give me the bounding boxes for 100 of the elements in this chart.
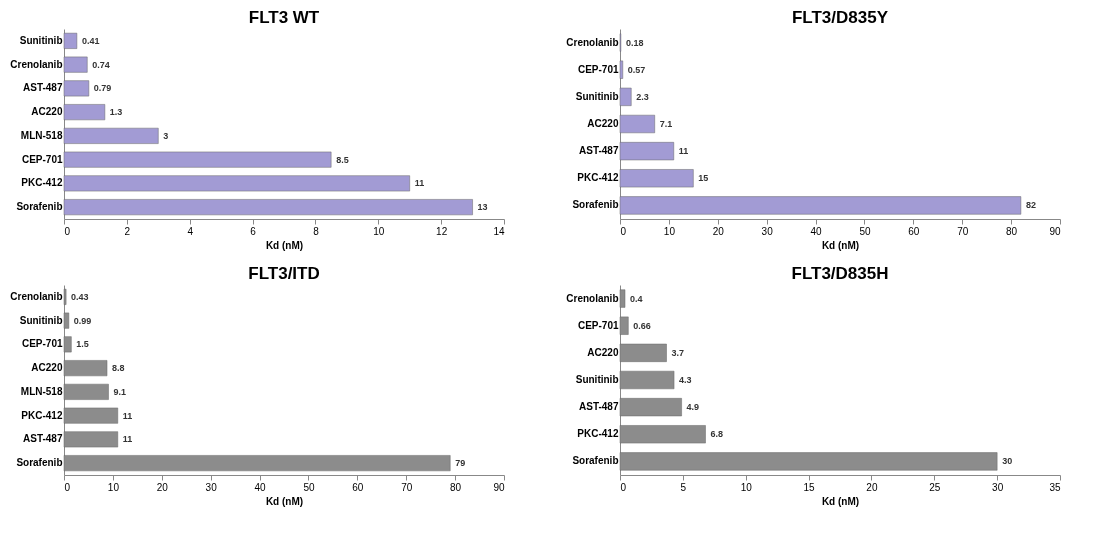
x-tick-label: 60: [352, 481, 364, 493]
chart-title: FLT3 WT: [248, 8, 320, 27]
y-tick-label: Crenolanib: [566, 36, 619, 48]
x-tick-label: 4: [187, 225, 194, 237]
x-tick-label: 25: [929, 481, 941, 493]
x-tick-label: 30: [761, 225, 774, 237]
x-tick-label: 10: [663, 225, 676, 237]
y-tick-label: AST-487: [579, 145, 619, 157]
y-tick-label: Sorafenib: [572, 199, 619, 211]
y-tick-label: AC220: [587, 118, 619, 129]
data-label: 0.79: [93, 83, 112, 94]
data-label: 11: [122, 410, 133, 421]
y-tick-label: AST-487: [23, 433, 63, 445]
bar: [619, 169, 694, 188]
data-label: 4.3: [679, 375, 692, 385]
x-tick-label: 0: [64, 481, 71, 493]
data-label: 3: [163, 130, 169, 141]
y-tick-label: Sorafenib: [572, 455, 619, 467]
x-tick-label: 12: [436, 225, 448, 237]
x-axis-title: Kd (nM): [265, 239, 304, 251]
y-tick-label: AC220: [587, 346, 619, 358]
data-label: 0.66: [633, 320, 651, 331]
x-tick-label: 20: [156, 481, 169, 493]
y-tick-label: AST-487: [23, 82, 63, 94]
x-axis-title: Kd (nM): [265, 495, 304, 507]
data-label: 30: [1002, 456, 1013, 467]
y-tick-label: AC220: [31, 106, 63, 118]
y-tick-label: AC220: [31, 362, 63, 374]
bar: [619, 196, 1022, 215]
bar: [63, 80, 90, 97]
x-tick-label: 0: [620, 481, 627, 493]
data-label: 4.9: [686, 402, 700, 413]
y-tick-label: Sunitinib: [575, 374, 619, 385]
data-label: 0.74: [92, 59, 110, 70]
y-tick-label: MLN-518: [20, 385, 63, 397]
x-tick-label: 60: [908, 225, 920, 237]
x-tick-label: 6: [250, 225, 257, 237]
x-tick-label: 10: [107, 481, 120, 493]
bar: [619, 60, 624, 79]
y-tick-label: PKC-412: [21, 177, 63, 189]
data-label: 15: [698, 173, 709, 184]
x-tick-label: 30: [992, 481, 1004, 493]
x-tick-label: 80: [1006, 225, 1018, 237]
data-label: 0.18: [625, 37, 644, 48]
y-tick-label: Crenolanib: [566, 292, 619, 304]
x-axis-title: Kd (nM): [821, 239, 860, 251]
x-tick-label: 50: [859, 225, 871, 237]
y-tick-label: Sunitinib: [575, 90, 619, 102]
y-tick-label: Sunitinib: [19, 314, 63, 326]
x-tick-label: 50: [303, 481, 315, 493]
data-label: 1.3: [109, 107, 123, 118]
y-tick-label: Sorafenib: [16, 457, 63, 469]
data-label: 8.5: [336, 154, 349, 165]
y-tick-label: Sorafenib: [16, 201, 63, 213]
chart-title: FLT3/D835Y: [791, 8, 889, 27]
y-tick-label: CEP-701: [577, 319, 619, 331]
data-label: 0.43: [71, 291, 89, 302]
y-tick-label: CEP-701: [21, 338, 63, 350]
x-tick-label: 15: [803, 481, 816, 493]
data-label: 82: [1025, 200, 1036, 211]
data-label: 9.1: [113, 386, 126, 397]
x-tick-label: 90: [493, 481, 505, 493]
x-tick-label: 70: [957, 225, 969, 237]
y-tick-label: CEP-701: [21, 153, 63, 165]
bar: [619, 114, 655, 134]
x-axis-title: Kd (nM): [821, 495, 860, 507]
data-label: 13: [477, 202, 488, 213]
y-tick-label: CEP-701: [577, 63, 619, 75]
x-tick-label: 30: [205, 481, 218, 493]
data-label: 2.3: [636, 91, 649, 102]
bar: [63, 151, 332, 168]
bar: [63, 104, 106, 121]
bar: [63, 56, 88, 73]
bar: [63, 32, 78, 49]
data-label: 0.41: [81, 35, 100, 46]
data-label: 0.4: [630, 293, 643, 304]
y-tick-label: Crenolanib: [10, 58, 63, 70]
y-tick-label: AST-487: [579, 401, 619, 413]
x-tick-label: 20: [712, 225, 725, 237]
y-tick-label: MLN-518: [20, 129, 63, 141]
x-tick-label: 5: [680, 481, 687, 493]
data-label: 7.1: [659, 119, 673, 129]
bar: [63, 175, 410, 192]
x-tick-label: 10: [740, 481, 753, 493]
bar: [63, 127, 159, 144]
data-label: 11: [678, 146, 689, 157]
data-label: 11: [414, 178, 425, 189]
data-label: 0.99: [73, 315, 92, 326]
x-tick-label: 70: [401, 481, 413, 493]
data-label: 11: [122, 434, 133, 445]
x-tick-label: 20: [866, 481, 878, 493]
x-tick-label: 0: [620, 225, 627, 237]
x-tick-label: 40: [810, 225, 823, 237]
data-label: 3.7: [671, 347, 685, 358]
x-tick-label: 0: [64, 225, 71, 237]
y-tick-label: PKC-412: [21, 409, 63, 421]
data-label: 8.8: [112, 363, 125, 374]
data-label: 6.8: [710, 429, 723, 440]
x-tick-label: 40: [254, 481, 267, 493]
y-tick-label: Crenolanib: [10, 290, 63, 302]
